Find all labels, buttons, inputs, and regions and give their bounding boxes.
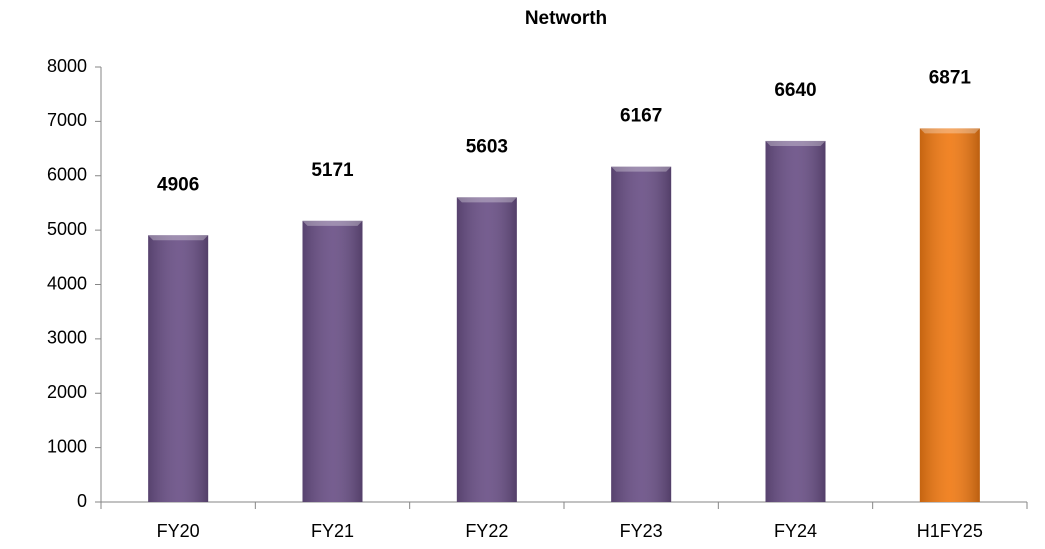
bar-bevel — [456, 197, 517, 203]
y-tick-label: 1000 — [47, 436, 87, 456]
y-tick-label: 2000 — [47, 382, 87, 402]
bar-shade — [611, 166, 672, 502]
bar-shade — [302, 220, 363, 502]
bar-shade — [765, 140, 826, 502]
data-label: 4906 — [157, 174, 199, 195]
x-tick-label: H1FY25 — [917, 521, 983, 541]
y-tick-label: 6000 — [47, 165, 87, 185]
y-tick-label: 8000 — [47, 56, 87, 76]
x-tick-label: FY24 — [774, 521, 817, 541]
bar-bevel — [919, 128, 980, 134]
x-tick-label: FY23 — [620, 521, 663, 541]
data-label: 6167 — [620, 106, 662, 127]
x-tick-label: FY20 — [157, 521, 200, 541]
data-label: 5171 — [311, 160, 354, 181]
bar-bevel — [302, 220, 363, 226]
x-tick-label: FY22 — [465, 521, 508, 541]
data-label: 6640 — [774, 80, 816, 101]
y-tick-label: 5000 — [47, 219, 87, 239]
bar-shade — [456, 197, 517, 503]
data-label: 6871 — [929, 67, 972, 88]
bar-bevel — [765, 140, 826, 146]
y-tick-label: 3000 — [47, 328, 87, 348]
data-label: 5603 — [466, 136, 508, 157]
bar-shade — [919, 128, 980, 502]
bar-bevel — [611, 166, 672, 172]
y-tick-label: 4000 — [47, 273, 87, 293]
x-tick-label: FY21 — [311, 521, 354, 541]
bar-shade — [148, 235, 209, 502]
bar-bevel — [148, 235, 209, 241]
y-tick-label: 0 — [77, 491, 87, 511]
chart-title: Networth — [525, 8, 607, 29]
y-tick-label: 7000 — [47, 110, 87, 130]
